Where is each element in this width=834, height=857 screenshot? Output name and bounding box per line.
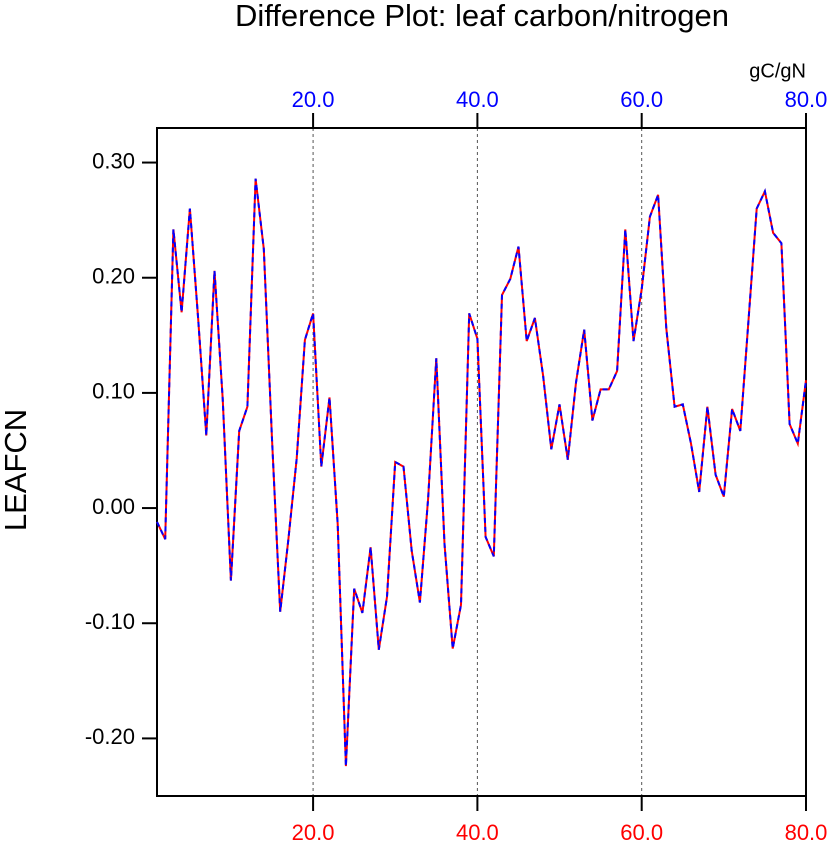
y-tick-label: -0.10 [85, 609, 135, 634]
series-line [156, 178, 807, 767]
x-tick-label: 40.0 [456, 820, 499, 845]
x-tick-label: 60.0 [620, 820, 663, 845]
y-tick-label: 0.00 [92, 494, 135, 519]
y-tick-label: -0.20 [85, 724, 135, 749]
units-label: gC/gN [749, 60, 806, 82]
y-axis-label: LEAFCN [0, 409, 33, 531]
x2-tick-label: 60.0 [620, 87, 663, 112]
chart-title: Difference Plot: leaf carbon/nitrogen [235, 0, 729, 33]
y-tick-label: 0.30 [92, 148, 135, 173]
y-tick-label: 0.10 [92, 379, 135, 404]
x-tick-label: 80.0 [785, 820, 828, 845]
series-line [156, 178, 807, 767]
plot-frame [156, 127, 807, 797]
y-tick-label: 0.20 [92, 264, 135, 289]
x-tick-label: 20.0 [292, 820, 335, 845]
x2-tick-label: 80.0 [785, 87, 828, 112]
x2-tick-label: 20.0 [292, 87, 335, 112]
x2-tick-label: 40.0 [456, 87, 499, 112]
